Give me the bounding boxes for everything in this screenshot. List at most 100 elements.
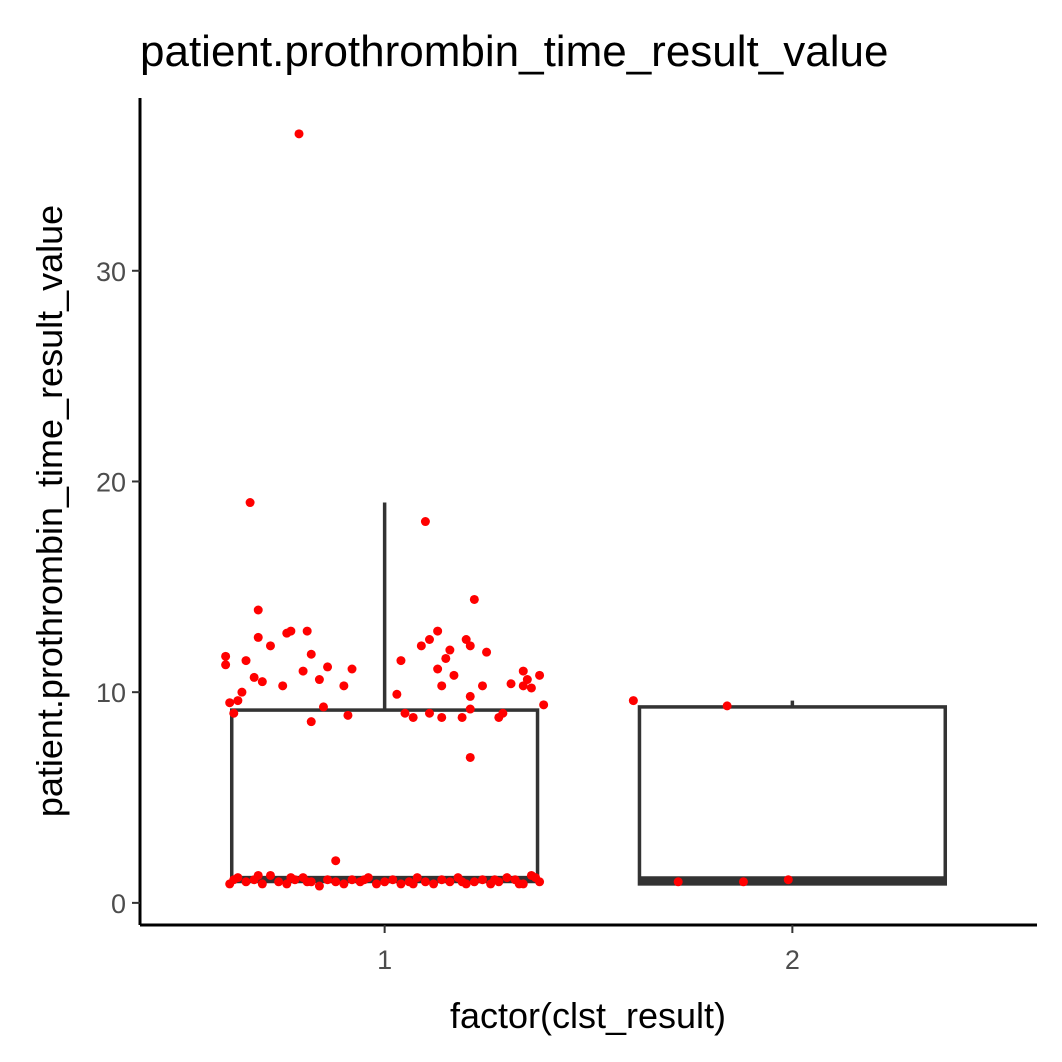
point xyxy=(241,877,251,887)
point xyxy=(465,752,475,762)
point xyxy=(294,129,304,139)
point xyxy=(229,875,239,885)
point xyxy=(424,635,434,645)
point xyxy=(286,626,296,636)
y-axis-title: patient.prothrombin_time_result_value xyxy=(29,205,70,817)
point xyxy=(249,672,259,682)
box xyxy=(229,708,540,880)
point xyxy=(506,679,516,689)
point xyxy=(400,708,410,718)
point xyxy=(257,879,267,889)
point xyxy=(396,879,406,889)
point xyxy=(722,701,732,711)
point xyxy=(265,870,275,880)
point xyxy=(343,710,353,720)
point xyxy=(396,656,406,666)
point xyxy=(465,691,475,701)
point xyxy=(526,683,536,693)
point xyxy=(477,681,487,691)
y-tick-label: 30 xyxy=(96,257,126,287)
point xyxy=(518,666,528,676)
point xyxy=(274,877,284,887)
point xyxy=(420,877,430,887)
point xyxy=(449,670,459,680)
point xyxy=(482,647,492,657)
point xyxy=(433,664,443,674)
point xyxy=(518,681,528,691)
y-tick-label: 0 xyxy=(111,889,126,919)
x-tick-label: 1 xyxy=(377,945,392,975)
point xyxy=(445,877,455,887)
point xyxy=(433,626,443,636)
point xyxy=(783,875,793,885)
y-tick-label: 20 xyxy=(96,467,126,497)
point xyxy=(286,873,296,883)
point xyxy=(530,873,540,883)
point xyxy=(469,594,479,604)
point xyxy=(225,698,235,708)
point xyxy=(441,653,451,663)
point xyxy=(465,704,475,714)
point xyxy=(535,670,545,680)
point xyxy=(347,875,357,885)
point xyxy=(457,877,467,887)
point xyxy=(265,641,275,651)
point xyxy=(371,879,381,889)
point xyxy=(429,879,439,889)
point xyxy=(380,877,390,887)
point xyxy=(241,656,251,666)
point xyxy=(416,641,426,651)
point xyxy=(469,877,479,887)
point xyxy=(424,708,434,718)
point xyxy=(490,875,500,885)
point xyxy=(331,877,341,887)
point xyxy=(408,879,418,889)
point xyxy=(314,675,324,685)
point xyxy=(306,649,316,659)
point xyxy=(233,696,243,706)
point xyxy=(628,696,638,706)
point xyxy=(502,873,512,883)
point xyxy=(278,681,288,691)
point xyxy=(498,708,508,718)
point xyxy=(221,651,231,661)
point xyxy=(339,681,349,691)
point xyxy=(673,877,683,887)
point xyxy=(331,856,341,866)
point xyxy=(445,645,455,655)
point xyxy=(318,702,328,712)
point xyxy=(437,681,447,691)
point xyxy=(539,700,549,710)
point xyxy=(514,879,524,889)
point xyxy=(477,875,487,885)
point xyxy=(237,687,247,697)
point xyxy=(437,875,447,885)
point xyxy=(323,662,333,672)
point xyxy=(298,666,308,676)
point xyxy=(388,875,398,885)
point xyxy=(306,717,316,727)
point xyxy=(392,689,402,699)
x-axis-title: factor(clst_result) xyxy=(450,995,726,1036)
point xyxy=(229,708,239,718)
point xyxy=(420,517,430,527)
point xyxy=(437,712,447,722)
point xyxy=(245,498,255,508)
point xyxy=(465,641,475,651)
point xyxy=(347,664,357,674)
x-tick-label: 2 xyxy=(785,945,800,975)
point xyxy=(302,877,312,887)
point xyxy=(253,605,263,615)
point xyxy=(257,677,267,687)
box xyxy=(637,705,948,886)
point xyxy=(253,632,263,642)
point xyxy=(738,877,748,887)
point xyxy=(359,875,369,885)
point xyxy=(408,712,418,722)
y-tick-label: 10 xyxy=(96,678,126,708)
point xyxy=(253,870,263,880)
point xyxy=(221,660,231,670)
point xyxy=(314,881,324,891)
point xyxy=(339,879,349,889)
